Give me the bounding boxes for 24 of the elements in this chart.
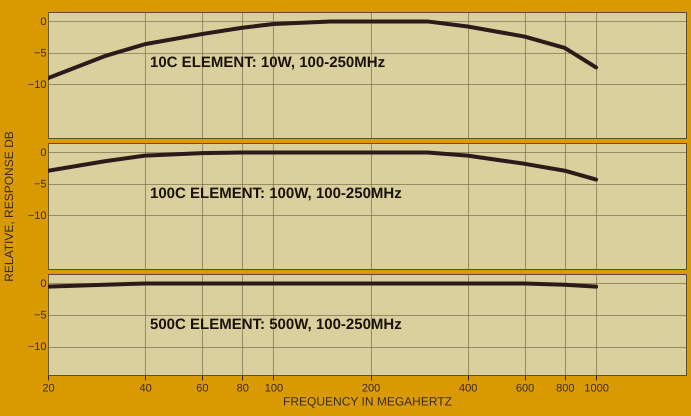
text: 500C ELEMENT: 500W, 100-250MHz [150,316,402,333]
x-tick-label: 800 [556,382,574,394]
x-tick-label: 200 [362,382,380,394]
y-axis-title: RELATIVE, RESPONSE DB [2,131,16,282]
x-tick-label: 20 [42,382,55,394]
x-tick-label: 1000 [584,382,609,394]
y-tick-label: 0 [40,16,46,28]
y-tick-label: −5 [34,310,46,322]
x-tick-label: 100 [264,382,284,394]
series-label: 10C ELEMENT: 10W, 100-250MHz [150,54,386,71]
y-tick-label: −10 [28,210,46,222]
x-tick-label: 80 [236,382,249,394]
y-tick-label: −10 [28,341,46,354]
y-tick-label: 0 [40,278,46,290]
x-tick-label: 40 [139,382,152,394]
y-tick-label: 0 [40,146,46,159]
x-axis-title: FREQUENCY IN MEGAHERTZ [283,394,452,408]
x-tick-label: 600 [516,382,534,394]
y-tick-label: −5 [34,47,46,60]
y-tick-label: −5 [34,178,46,190]
series-label: 100C ELEMENT: 100W, 100-250MHz [150,185,402,202]
x-tick-label: 400 [459,382,478,394]
y-tick-label: −10 [28,78,46,91]
x-tick-label: 60 [196,382,209,394]
